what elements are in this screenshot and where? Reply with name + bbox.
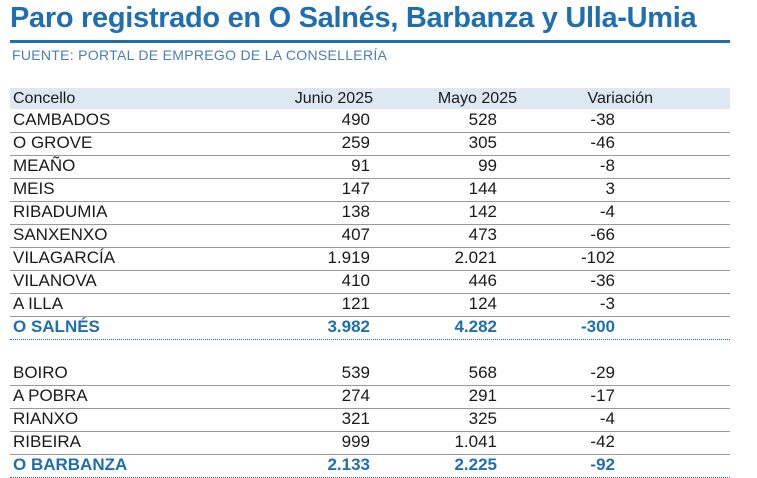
table-row: VILAGARCÍA 1.919 2.021 -102	[10, 247, 730, 271]
header-concello: Concello	[13, 90, 76, 107]
cell-junio: 539	[341, 363, 370, 382]
cell-concello: A POBRA	[13, 386, 88, 405]
cell-concello: VILAGARCÍA	[13, 248, 116, 267]
cell-variacion: -8	[599, 156, 615, 175]
cell-mayo: 473	[468, 225, 497, 244]
table-row: MEIS 147 144 3	[10, 178, 730, 202]
cell-junio: 2.133	[327, 455, 370, 474]
cell-mayo: 291	[468, 386, 497, 405]
table-row: VILANOVA 410 446 -36	[10, 270, 730, 294]
cell-variacion: -4	[599, 409, 615, 428]
cell-concello: BOIRO	[13, 363, 68, 382]
cell-mayo: 568	[468, 363, 497, 382]
table-row: RIBADUMIA 138 142 -4	[10, 201, 730, 225]
cell-junio: 410	[341, 271, 370, 290]
cell-junio: 147	[341, 179, 370, 198]
cell-mayo: 528	[468, 110, 497, 129]
cell-junio: 259	[341, 133, 370, 152]
cell-junio: 321	[341, 409, 370, 428]
cell-mayo: 2.021	[454, 248, 497, 267]
cell-variacion: -29	[590, 363, 615, 382]
table-header: Concello Junio 2025 Mayo 2025 Variación	[10, 88, 730, 109]
cell-variacion: 3	[605, 179, 615, 198]
header-variacion: Variación	[587, 90, 653, 107]
cell-variacion: -46	[590, 133, 615, 152]
cell-mayo: 446	[468, 271, 497, 290]
cell-mayo: 2.225	[454, 455, 497, 474]
table-row: RIANXO 321 325 -4	[10, 408, 730, 432]
table-row: A ILLA 121 124 -3	[10, 293, 730, 317]
cell-variacion: -3	[599, 294, 615, 313]
source-note: FUENTE: PORTAL DE EMPREGO DE LA CONSELLE…	[12, 47, 388, 63]
cell-concello: O GROVE	[13, 133, 93, 152]
table-row: CAMBADOS 490 528 -38	[10, 109, 730, 133]
cell-variacion: -42	[590, 432, 615, 451]
cell-mayo: 325	[468, 409, 497, 428]
page-title: Paro registrado en O Salnés, Barbanza y …	[10, 2, 697, 34]
cell-junio: 274	[341, 386, 370, 405]
cell-junio: 3.982	[327, 317, 370, 336]
cell-mayo: 124	[468, 294, 497, 313]
cell-variacion: -38	[590, 110, 615, 129]
cell-variacion: -102	[580, 248, 615, 267]
cell-junio: 490	[341, 110, 370, 129]
title-divider	[10, 40, 730, 43]
total-row-barbanza: O BARBANZA 2.133 2.225 -92	[10, 454, 730, 478]
cell-concello: SANXENXO	[13, 225, 108, 244]
total-row-salnes: O SALNÉS 3.982 4.282 -300	[10, 316, 730, 340]
table-row: RIBEIRA 999 1.041 -42	[10, 431, 730, 455]
cell-concello: A ILLA	[13, 294, 64, 313]
cell-concello: CAMBADOS	[13, 110, 111, 129]
table-row: A POBRA 274 291 -17	[10, 385, 730, 409]
cell-mayo: 99	[478, 156, 497, 175]
cell-variacion: -17	[590, 386, 615, 405]
cell-variacion: -36	[590, 271, 615, 290]
cell-junio: 91	[351, 156, 370, 175]
cell-junio: 1.919	[327, 248, 370, 267]
cell-variacion: -300	[580, 317, 615, 336]
cell-concello: RIBADUMIA	[13, 202, 108, 221]
table-row: BOIRO 539 568 -29	[10, 362, 730, 386]
cell-concello: MEIS	[13, 179, 55, 198]
cell-concello: RIBEIRA	[13, 432, 82, 451]
cell-concello: MEAÑO	[13, 156, 76, 175]
cell-junio: 138	[341, 202, 370, 221]
cell-mayo: 142	[468, 202, 497, 221]
cell-mayo: 1.041	[454, 432, 497, 451]
cell-concello: RIANXO	[13, 409, 79, 428]
cell-variacion: -66	[590, 225, 615, 244]
cell-concello: VILANOVA	[13, 271, 97, 290]
cell-concello: O BARBANZA	[13, 455, 128, 474]
cell-junio: 407	[341, 225, 370, 244]
header-junio: Junio 2025	[294, 90, 373, 107]
cell-mayo: 305	[468, 133, 497, 152]
table-row: O GROVE 259 305 -46	[10, 132, 730, 156]
header-mayo: Mayo 2025	[437, 90, 517, 107]
cell-junio: 999	[341, 432, 370, 451]
table-row: MEAÑO 91 99 -8	[10, 155, 730, 179]
table-row: SANXENXO 407 473 -66	[10, 224, 730, 248]
cell-mayo: 4.282	[454, 317, 497, 336]
cell-variacion: -92	[590, 455, 615, 474]
cell-junio: 121	[341, 294, 370, 313]
cell-variacion: -4	[599, 202, 615, 221]
cell-concello: O SALNÉS	[13, 317, 100, 336]
cell-mayo: 144	[468, 179, 497, 198]
